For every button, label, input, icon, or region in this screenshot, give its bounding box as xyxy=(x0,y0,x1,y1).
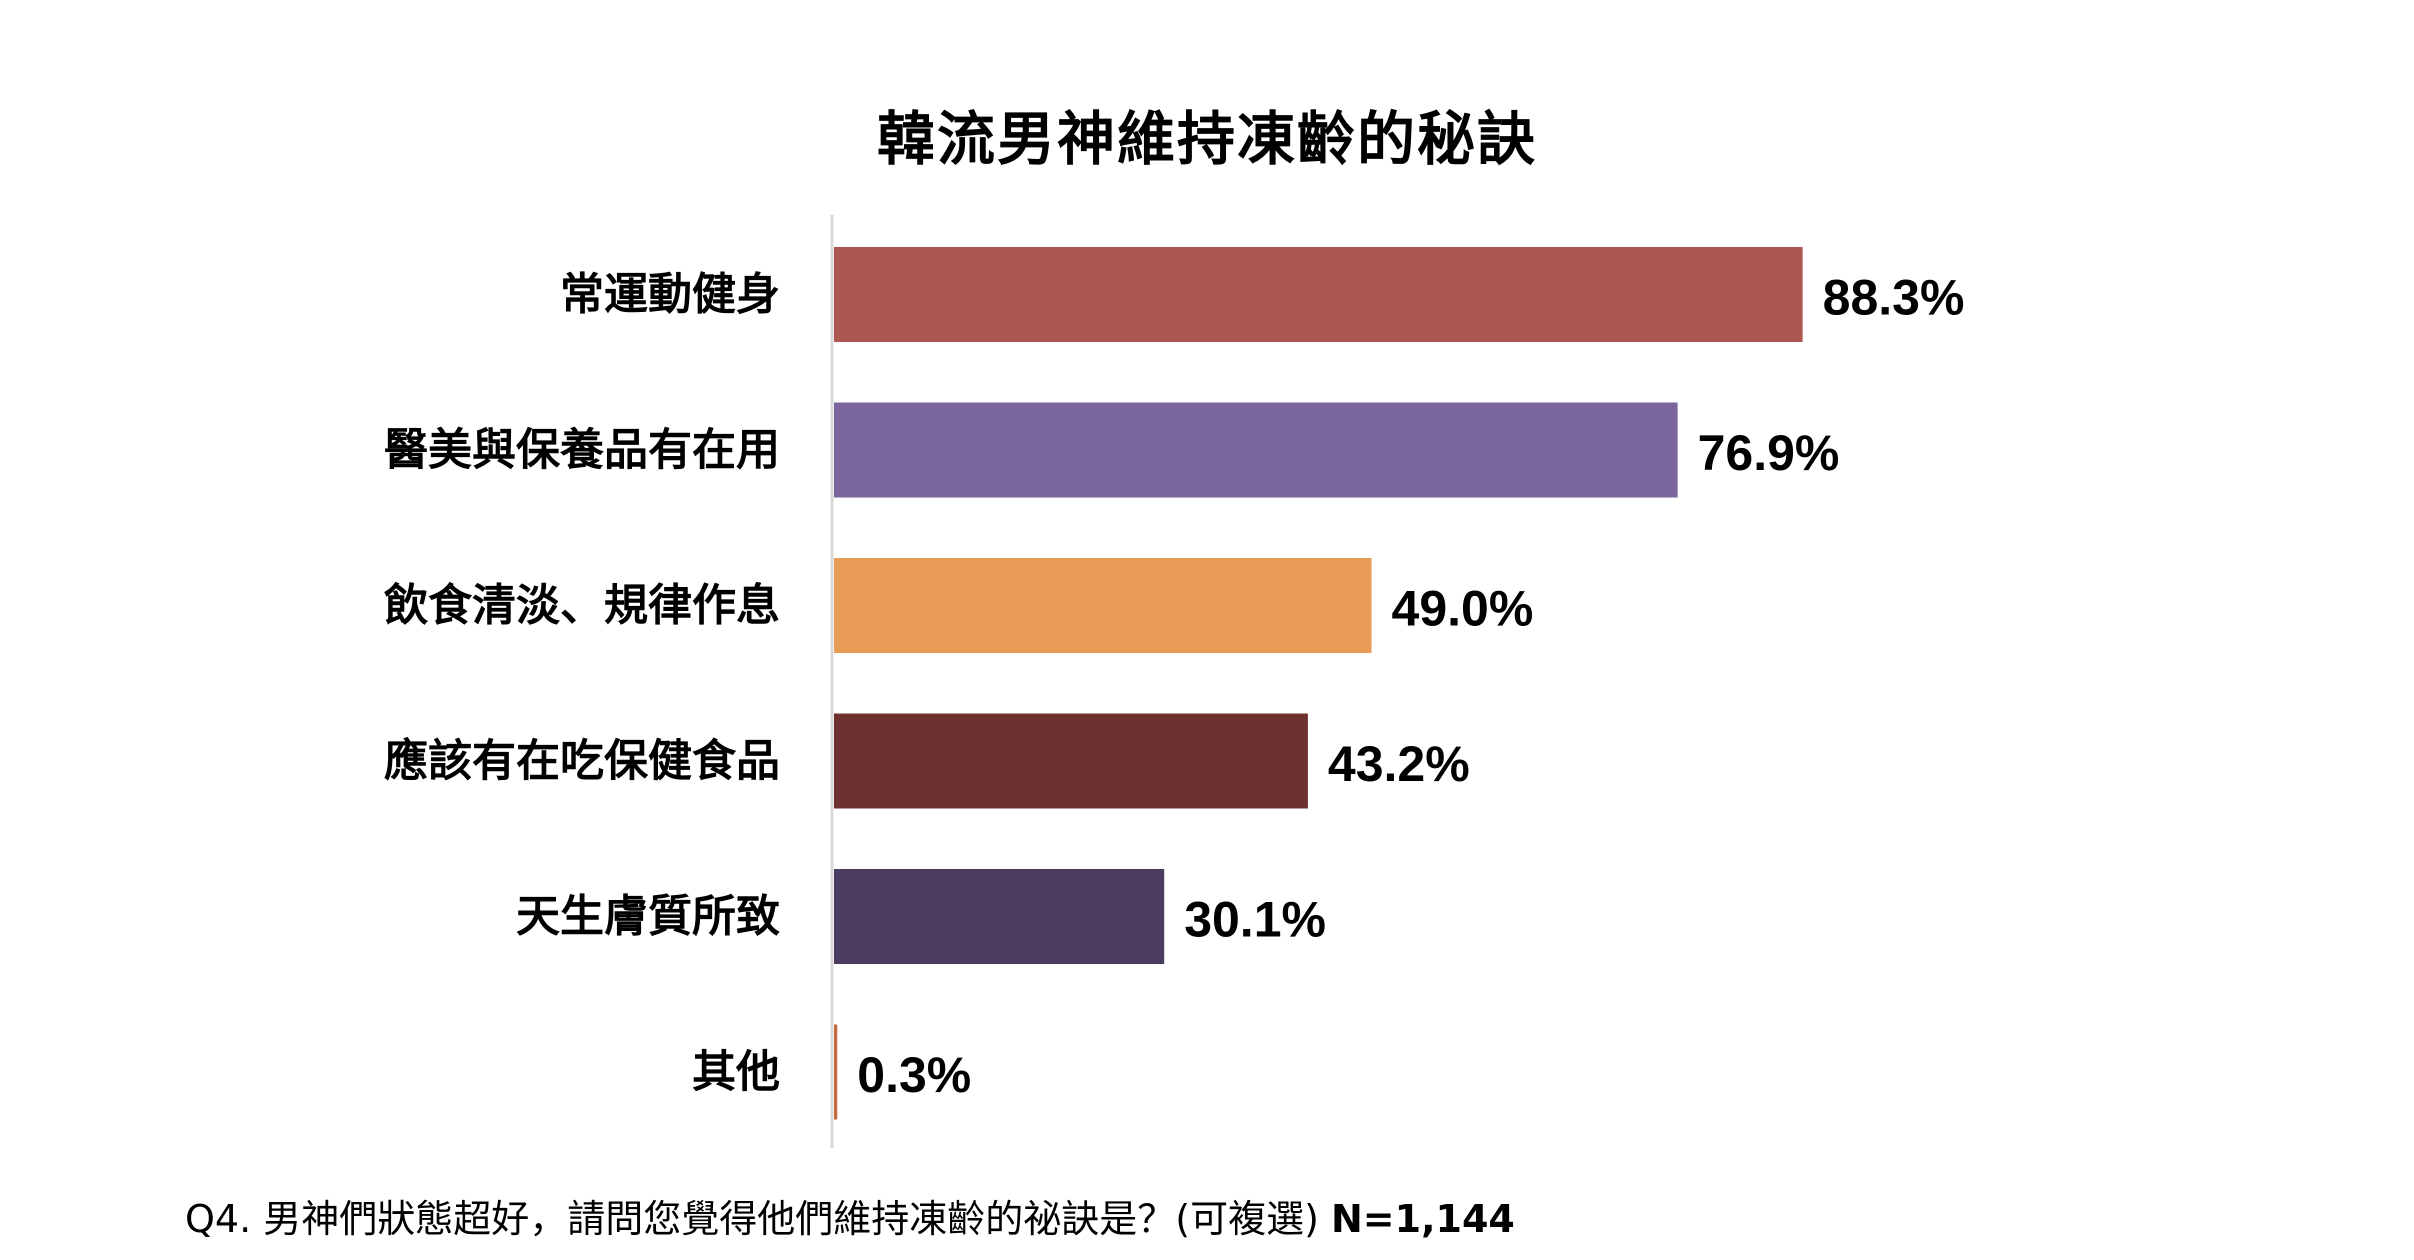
category-label-4: 天生膚質所致 xyxy=(516,891,780,942)
value-label-1: 76.9% xyxy=(1698,425,1840,481)
category-label-5: 其他 xyxy=(692,1047,780,1098)
category-label-2: 飲食清淡、規律作息 xyxy=(384,580,780,631)
bar-3 xyxy=(834,713,1308,809)
bar-2 xyxy=(834,558,1372,653)
value-label-0: 88.3% xyxy=(1823,270,1965,326)
category-label-0: 常運動健身 xyxy=(560,269,780,320)
value-label-5: 0.3% xyxy=(857,1047,971,1103)
bar-4 xyxy=(834,869,1165,964)
bar-5 xyxy=(834,1024,838,1120)
bars-layer xyxy=(834,247,1803,1120)
footnote-sample-size: N=1,144 xyxy=(1331,1197,1515,1241)
bar-1 xyxy=(834,402,1678,498)
category-label-1: 醫美與保養品有在用 xyxy=(384,425,780,476)
value-label-3: 43.2% xyxy=(1328,736,1470,792)
bar-0 xyxy=(834,247,1803,342)
footnote: Q4. 男神們狀態超好，請問您覺得他們維持凍齡的祕訣是？(可複選) N=1,14… xyxy=(185,1188,1515,1243)
chart-title: 韓流男神維持凍齡的秘訣 xyxy=(876,105,1537,173)
value-label-2: 49.0% xyxy=(1392,581,1534,637)
value-label-4: 30.1% xyxy=(1184,892,1326,948)
labels-layer: 常運動健身 88.3% 醫美與保養品有在用 76.9% 飲食清淡、規律作息 49.0% 應該… xyxy=(384,269,1964,1103)
footnote-question: Q4. 男神們狀態超好，請問您覺得他們維持凍齡的祕訣是？(可複選) xyxy=(185,1197,1319,1241)
category-label-3: 應該有在吃保健食品 xyxy=(384,736,780,787)
